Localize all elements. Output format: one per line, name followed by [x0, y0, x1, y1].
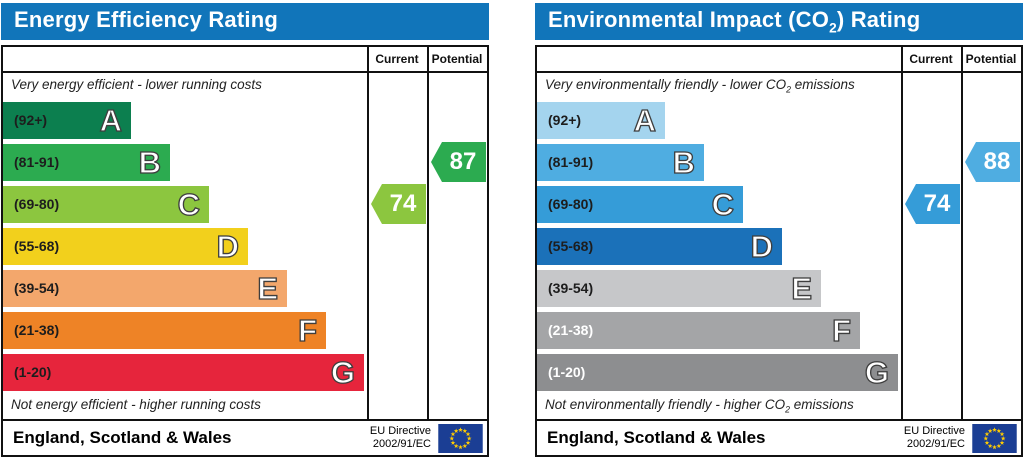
environmental-impact-panel: Environmental Impact (CO2) Rating Very e…: [535, 3, 1023, 457]
band-letter: A: [633, 102, 657, 138]
bands-area: Very energy efficient - lower running co…: [3, 73, 367, 419]
chart-area: Very energy efficient - lower running co…: [3, 47, 487, 419]
band-range-label: (21-38): [14, 322, 60, 338]
eu-flag-icon: [972, 423, 1017, 453]
top-note: Very environmentally friendly - lower CO…: [545, 77, 855, 95]
current-column: 74: [901, 47, 961, 419]
chart-footer: England, Scotland & Wales EU Directive 2…: [537, 419, 1021, 455]
band-row-g: (1-20) G: [537, 351, 901, 393]
current-rating-value: 74: [389, 190, 417, 217]
band-range-label: (69-80): [14, 196, 60, 212]
band-range-label: (92+): [548, 112, 582, 128]
band-letter: G: [864, 354, 889, 390]
potential-rating-arrow: 87: [431, 142, 486, 182]
rating-band-e: (39-54) E: [3, 269, 287, 307]
band-row-b: (81-91) B: [3, 141, 367, 183]
potential-column: 88: [961, 47, 1021, 419]
band-row-e: (39-54) E: [3, 267, 367, 309]
current-rating-arrow: 74: [905, 184, 960, 224]
band-letter: E: [257, 270, 279, 306]
band-range-label: (92+): [14, 112, 48, 128]
band-row-a: (92+) A: [537, 99, 901, 141]
energy-efficiency-panel: Energy Efficiency Rating Very energy eff…: [1, 3, 489, 457]
band-letter: C: [711, 186, 735, 222]
band-letter: B: [672, 144, 696, 180]
rating-band-a: (92+) A: [3, 101, 131, 139]
region-label: England, Scotland & Wales: [547, 428, 766, 447]
rating-band-f: (21-38) F: [537, 311, 860, 349]
bands-area: Very environmentally friendly - lower CO…: [537, 73, 901, 419]
current-column-header: Current: [909, 52, 953, 66]
band-range-label: (55-68): [14, 238, 60, 254]
potential-column-header: Potential: [965, 52, 1017, 66]
rating-band-g: (1-20) G: [537, 353, 898, 391]
band-range-label: (21-38): [548, 322, 594, 338]
band-row-e: (39-54) E: [537, 267, 901, 309]
potential-rating-value: 87: [449, 148, 477, 175]
chart-box: Very environmentally friendly - lower CO…: [535, 45, 1023, 457]
band-range-label: (39-54): [14, 280, 60, 296]
band-range-label: (1-20): [14, 364, 52, 380]
current-column: 74: [367, 47, 427, 419]
bottom-note: Not environmentally friendly - higher CO…: [545, 397, 854, 415]
band-row-b: (81-91) B: [537, 141, 901, 183]
bottom-note: Not energy efficient - higher running co…: [11, 397, 261, 413]
panel-title: Environmental Impact (CO2) Rating: [535, 3, 1023, 40]
band-letter: D: [216, 228, 240, 264]
eu-flag-icon: [438, 423, 483, 453]
rating-band-d: (55-68) D: [537, 227, 782, 265]
chart-area: Very environmentally friendly - lower CO…: [537, 47, 1021, 419]
current-column-header: Current: [375, 52, 419, 66]
rating-band-b: (81-91) B: [537, 143, 704, 181]
band-row-c: (69-80) C: [537, 183, 901, 225]
rating-band-g: (1-20) G: [3, 353, 364, 391]
panel-title: Energy Efficiency Rating: [1, 3, 489, 40]
region-label: England, Scotland & Wales: [13, 428, 232, 447]
rating-band-c: (69-80) C: [3, 185, 209, 223]
potential-column-header: Potential: [431, 52, 483, 66]
potential-rating-arrow: 88: [965, 142, 1020, 182]
eu-directive-label: EU Directive 2002/91/EC: [903, 425, 965, 450]
chart-footer: England, Scotland & Wales EU Directive 2…: [3, 419, 487, 455]
band-row-c: (69-80) C: [3, 183, 367, 225]
rating-band-b: (81-91) B: [3, 143, 170, 181]
band-letter: A: [99, 102, 123, 138]
eu-directive-label: EU Directive 2002/91/EC: [369, 425, 431, 450]
band-range-label: (81-91): [14, 154, 60, 170]
band-letter: D: [750, 228, 774, 264]
band-row-f: (21-38) F: [537, 309, 901, 351]
band-range-label: (1-20): [548, 364, 586, 380]
rating-band-d: (55-68) D: [3, 227, 248, 265]
band-row-d: (55-68) D: [537, 225, 901, 267]
band-letter: E: [791, 270, 813, 306]
band-row-g: (1-20) G: [3, 351, 367, 393]
top-note: Very energy efficient - lower running co…: [11, 77, 262, 93]
band-row-a: (92+) A: [3, 99, 367, 141]
band-range-label: (69-80): [548, 196, 594, 212]
band-range-label: (55-68): [548, 238, 594, 254]
band-letter: G: [330, 354, 355, 390]
band-row-f: (21-38) F: [3, 309, 367, 351]
potential-column: 87: [427, 47, 487, 419]
rating-band-a: (92+) A: [537, 101, 665, 139]
current-rating-arrow: 74: [371, 184, 426, 224]
current-rating-value: 74: [923, 190, 951, 217]
rating-band-e: (39-54) E: [537, 269, 821, 307]
column-header-rule: [537, 47, 1021, 73]
chart-box: Very energy efficient - lower running co…: [1, 45, 489, 457]
rating-band-f: (21-38) F: [3, 311, 326, 349]
band-range-label: (81-91): [548, 154, 594, 170]
band-letter: F: [831, 312, 851, 348]
band-letter: C: [177, 186, 201, 222]
band-letter: F: [297, 312, 317, 348]
band-letter: B: [138, 144, 162, 180]
column-header-rule: [3, 47, 487, 73]
band-row-d: (55-68) D: [3, 225, 367, 267]
potential-rating-value: 88: [983, 148, 1011, 175]
rating-band-c: (69-80) C: [537, 185, 743, 223]
band-range-label: (39-54): [548, 280, 594, 296]
